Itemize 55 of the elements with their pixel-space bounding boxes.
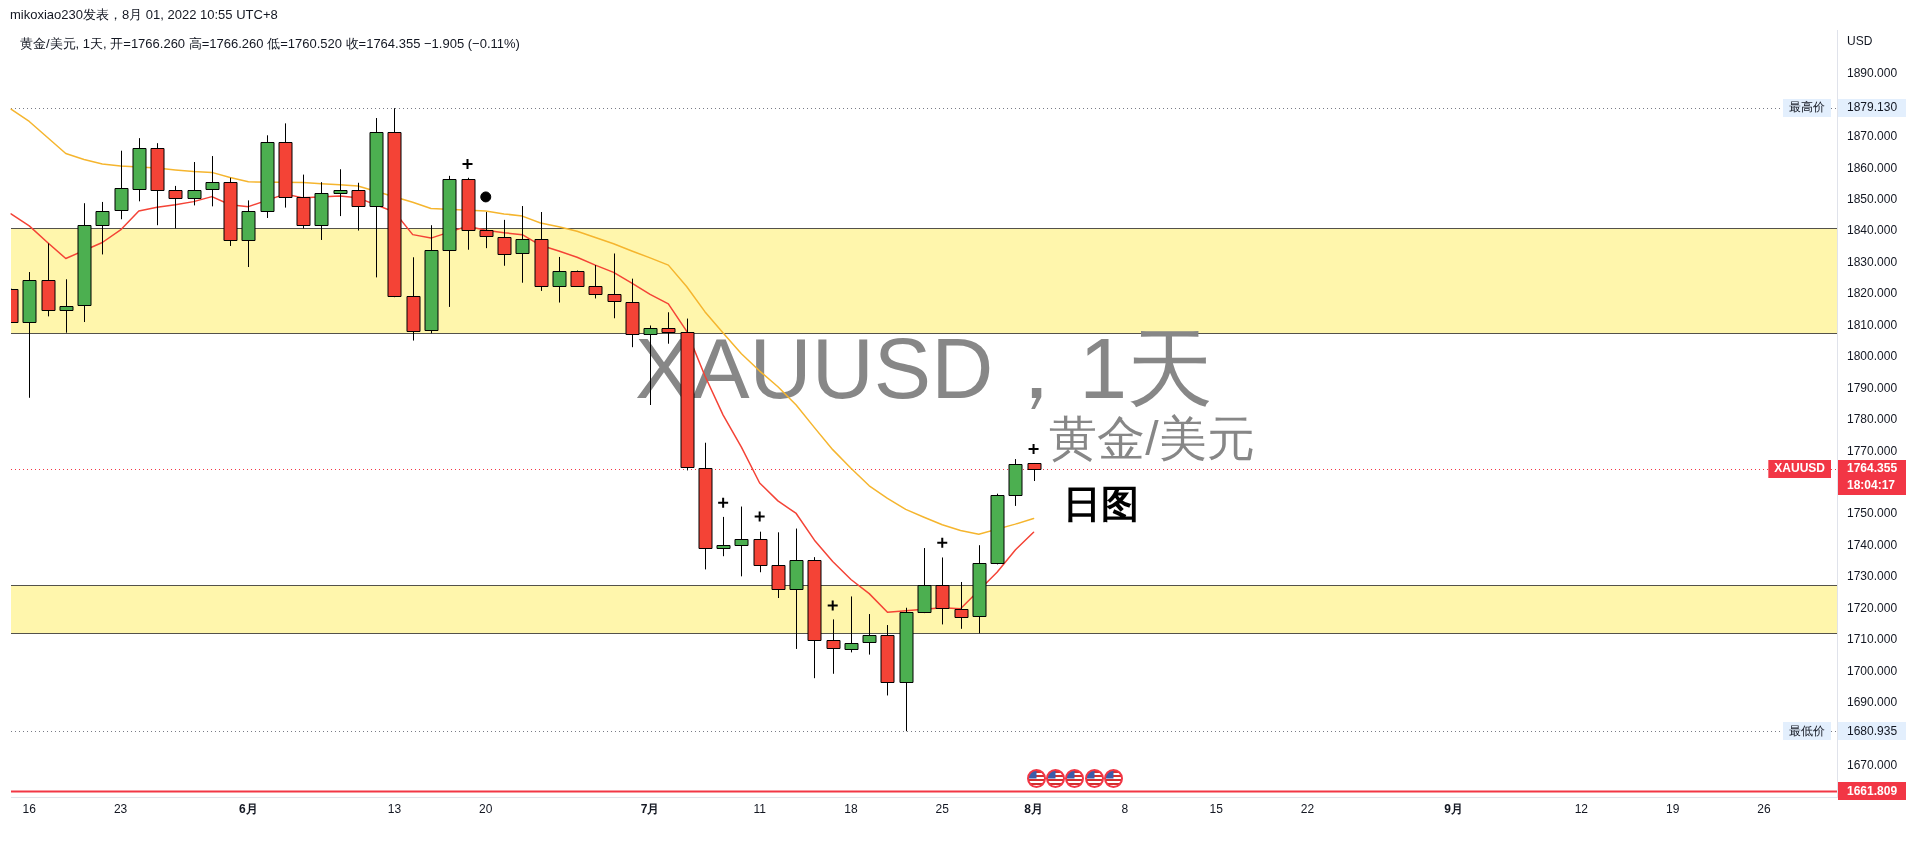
y-tick-label: 1840.000 [1847,223,1898,238]
x-tick-label: 15 [1209,801,1224,816]
x-tick-label: 12 [1574,801,1589,816]
y-tick-label: 1860.000 [1847,160,1898,175]
y-tick-label: 1780.000 [1847,412,1898,427]
ref-line-label: 最低价 [1789,723,1825,738]
y-tick-label: 1710.000 [1847,632,1898,647]
text: mikoxiao230发表，8月 01, 2022 10:55 UTC+8 [10,6,278,22]
annotation: 日图 [1063,483,1139,526]
text: 18:04:17 [1847,478,1896,493]
x-tick-label: 16 [22,801,37,816]
y-tick-label: 1750.000 [1847,506,1898,521]
y-tick-label: 1850.000 [1847,192,1898,207]
x-tick-label: 19 [1665,801,1680,816]
x-tick-label: 7月 [640,801,660,816]
x-tick-label: 18 [844,801,858,816]
x-tick-label: 25 [935,801,950,816]
y-tick-label: 1740.000 [1847,537,1898,552]
x-tick-label: 20 [479,801,493,816]
y-tick-label: 1820.000 [1847,286,1898,301]
y-tick-label: 1661.809 [1847,783,1898,798]
y-tick-label: 1890.000 [1847,66,1898,81]
x-tick-label: 26 [1757,801,1771,816]
x-tick-label: 6月 [239,801,258,816]
point [826,599,839,612]
y-tick-label: 1670.000 [1847,757,1898,772]
y-axis-title: USD [1847,34,1873,49]
y-tick-label: 1690.000 [1847,695,1898,710]
y-tick-label: 1770.000 [1847,443,1898,458]
y-tick-label: 1700.000 [1847,663,1898,678]
x-tick-label: 13 [387,801,402,816]
text: 黄金/美元 [1049,412,1255,466]
x-tick-label: 9月 [1444,801,1463,816]
x-tick-label: 8 [1121,801,1129,816]
ref-line-label: 最高价 [1789,100,1825,115]
y-tick-label: 1879.130 [1847,100,1898,115]
point [717,496,730,509]
point [753,510,766,523]
y-tick-label: 1764.355 [1847,461,1898,476]
ref-line-label: XAUUSD [1774,461,1826,476]
x-tick-label: 22 [1300,801,1315,816]
y-tick-label: 1680.935 [1847,723,1898,738]
x-tick-label: 8月 [1024,801,1043,816]
y-tick-label: 1730.000 [1847,569,1898,584]
y-tick-label: 1830.000 [1847,254,1898,269]
y-tick-label: 1810.000 [1847,317,1898,332]
y-tick-label: 1790.000 [1847,380,1898,395]
y-tick-label: 1870.000 [1847,129,1898,144]
point [480,191,492,203]
x-tick-label: 11 [753,801,767,816]
y-tick-label: 1720.000 [1847,600,1898,615]
x-tick-label: 23 [113,801,128,816]
point [936,536,949,549]
y-tick-label: 1800.000 [1847,349,1898,364]
annotation: 黄金/美元, 1天, 开=1766.260 高=1766.260 低=1760.520 收=1764.355 −1.905 (−0.11%) [20,35,520,51]
